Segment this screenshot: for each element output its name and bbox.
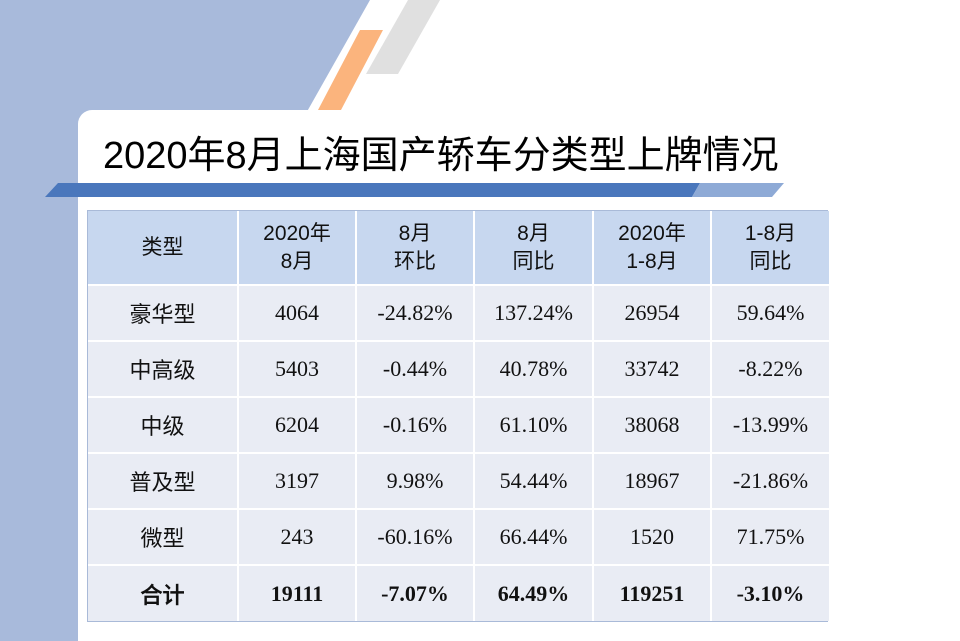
table-row-total: 合计 19111 -7.07% 64.49% 119251 -3.10% bbox=[88, 565, 829, 621]
cell-jan-aug-2020-registrations: 1520 bbox=[593, 509, 712, 566]
cell-aug-2020-registrations: 5403 bbox=[238, 341, 357, 398]
cell-jan-aug-2020-registrations: 33742 bbox=[593, 341, 712, 398]
header-vehicle-type: 类型 bbox=[88, 211, 239, 286]
header-label-line: 1-8月 bbox=[626, 249, 678, 273]
cell-vehicle-type: 豪华型 bbox=[88, 285, 239, 342]
header-label-line: 8月 bbox=[398, 221, 432, 245]
title-underline-bar-dark bbox=[45, 183, 700, 197]
header-label-line: 同比 bbox=[512, 249, 555, 273]
table-row: 普及型 3197 9.98% 54.44% 18967 -21.86% bbox=[88, 453, 829, 510]
header-label-line: 同比 bbox=[749, 249, 792, 273]
slide-title: 2020年8月上海国产轿车分类型上牌情况 bbox=[103, 135, 779, 177]
table-header-row: 类型 2020年 8月 8月 环比 8月 同比 2020年 1-8月 bbox=[88, 211, 829, 286]
header-aug-2020-registrations: 2020年 8月 bbox=[238, 211, 357, 286]
header-label-line: 类型 bbox=[141, 235, 184, 259]
cell-aug-yoy-change: 137.24% bbox=[474, 285, 594, 342]
cell-aug-yoy-change: 64.49% bbox=[474, 565, 594, 621]
cell-aug-yoy-change: 54.44% bbox=[474, 453, 594, 510]
header-label-line: 环比 bbox=[394, 249, 436, 273]
cell-vehicle-type: 合计 bbox=[88, 565, 239, 621]
cell-jan-aug-2020-registrations: 26954 bbox=[593, 285, 712, 342]
header-label-line: 8月 bbox=[517, 221, 550, 245]
table-row: 中高级 5403 -0.44% 40.78% 33742 -8.22% bbox=[88, 341, 829, 398]
cell-aug-yoy-change: 61.10% bbox=[474, 397, 594, 454]
orange-accent-stripe bbox=[318, 30, 383, 110]
header-label-line: 2020年 bbox=[618, 221, 686, 245]
cell-aug-yoy-change: 66.44% bbox=[474, 509, 594, 566]
cell-aug-2020-registrations: 3197 bbox=[238, 453, 357, 510]
data-table: 类型 2020年 8月 8月 环比 8月 同比 2020年 1-8月 bbox=[88, 211, 829, 621]
cell-vehicle-type: 中高级 bbox=[88, 341, 239, 398]
cell-jan-aug-yoy-change: -8.22% bbox=[711, 341, 829, 398]
header-label-line: 2020年 bbox=[263, 221, 331, 245]
table-row: 中级 6204 -0.16% 61.10% 38068 -13.99% bbox=[88, 397, 829, 454]
cell-aug-2020-registrations: 243 bbox=[238, 509, 357, 566]
header-aug-yoy-change: 8月 同比 bbox=[474, 211, 594, 286]
cell-aug-mom-change: -0.16% bbox=[356, 397, 475, 454]
cell-aug-mom-change: 9.98% bbox=[356, 453, 475, 510]
cell-vehicle-type: 普及型 bbox=[88, 453, 239, 510]
cell-jan-aug-2020-registrations: 18967 bbox=[593, 453, 712, 510]
gray-accent-stripe bbox=[366, 0, 440, 74]
cell-vehicle-type: 中级 bbox=[88, 397, 239, 454]
cell-vehicle-type: 微型 bbox=[88, 509, 239, 566]
header-jan-aug-2020-registrations: 2020年 1-8月 bbox=[593, 211, 712, 286]
cell-aug-mom-change: -7.07% bbox=[356, 565, 475, 621]
cell-aug-mom-change: -0.44% bbox=[356, 341, 475, 398]
cell-aug-yoy-change: 40.78% bbox=[474, 341, 594, 398]
cell-jan-aug-yoy-change: 59.64% bbox=[711, 285, 829, 342]
cell-jan-aug-yoy-change: -13.99% bbox=[711, 397, 829, 454]
cell-aug-mom-change: -60.16% bbox=[356, 509, 475, 566]
cell-aug-2020-registrations: 19111 bbox=[238, 565, 357, 621]
cell-jan-aug-yoy-change: -21.86% bbox=[711, 453, 829, 510]
cell-jan-aug-2020-registrations: 38068 bbox=[593, 397, 712, 454]
cell-aug-mom-change: -24.82% bbox=[356, 285, 475, 342]
table-row: 豪华型 4064 -24.82% 137.24% 26954 59.64% bbox=[88, 285, 829, 342]
header-jan-aug-yoy-change: 1-8月 同比 bbox=[711, 211, 829, 286]
cell-aug-2020-registrations: 6204 bbox=[238, 397, 357, 454]
table-row: 微型 243 -60.16% 66.44% 1520 71.75% bbox=[88, 509, 829, 566]
cell-jan-aug-2020-registrations: 119251 bbox=[593, 565, 712, 621]
cell-jan-aug-yoy-change: -3.10% bbox=[711, 565, 829, 621]
cell-aug-2020-registrations: 4064 bbox=[238, 285, 357, 342]
header-label-line: 1-8月 bbox=[744, 221, 797, 245]
title-underline-bar-light bbox=[692, 183, 784, 197]
cell-jan-aug-yoy-change: 71.75% bbox=[711, 509, 829, 566]
header-label-line: 8月 bbox=[280, 249, 314, 273]
registration-table: 类型 2020年 8月 8月 环比 8月 同比 2020年 1-8月 bbox=[87, 210, 829, 622]
header-aug-mom-change: 8月 环比 bbox=[356, 211, 475, 286]
